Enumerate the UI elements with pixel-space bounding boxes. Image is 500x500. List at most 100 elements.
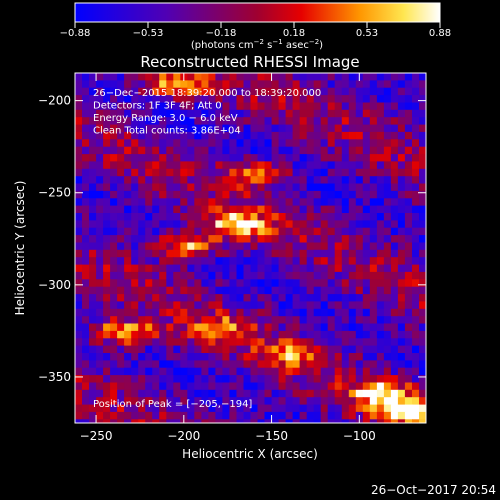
heatmap-cell <box>299 205 308 214</box>
heatmap-cell <box>145 411 153 420</box>
heatmap-cell <box>271 102 280 111</box>
heatmap-cell <box>96 367 104 376</box>
heatmap-cell <box>355 227 364 236</box>
heatmap-cell <box>362 176 371 185</box>
heatmap-cell <box>222 382 230 391</box>
heatmap-cell <box>222 375 230 384</box>
heatmap-cell <box>187 124 195 133</box>
heatmap-cell <box>159 404 167 413</box>
heatmap-cell <box>369 109 378 118</box>
heatmap-cell <box>229 316 237 325</box>
heatmap-cell <box>404 411 413 420</box>
heatmap-cell <box>152 235 160 244</box>
heatmap-cell <box>404 183 413 192</box>
heatmap-cell <box>278 316 287 325</box>
heatmap-cell <box>138 360 146 369</box>
x-tick-label: −250 <box>80 429 113 443</box>
heatmap-cell <box>236 220 245 229</box>
heatmap-cell <box>334 95 343 104</box>
heatmap-cell <box>257 161 266 170</box>
heatmap-cell <box>131 102 139 111</box>
heatmap-cell <box>313 308 322 317</box>
heatmap-cell <box>236 87 245 96</box>
heatmap-cell <box>201 139 209 148</box>
heatmap-cell <box>166 301 174 310</box>
heatmap-cell <box>355 375 364 384</box>
heatmap-cell <box>152 353 160 361</box>
heatmap-cell <box>89 353 97 361</box>
heatmap-cell <box>152 279 160 288</box>
heatmap-cell <box>243 190 252 199</box>
heatmap-cell <box>412 190 420 199</box>
heatmap-cell <box>404 131 413 140</box>
heatmap-cell <box>75 367 83 376</box>
heatmap-cell <box>152 257 160 266</box>
heatmap-cell <box>208 183 216 192</box>
heatmap-cell <box>194 249 202 258</box>
heatmap-cell <box>187 286 195 295</box>
heatmap-cell <box>222 80 230 89</box>
heatmap-cell <box>341 404 350 413</box>
heatmap-cell <box>271 367 280 376</box>
heatmap-cell <box>201 397 209 406</box>
heatmap-cell <box>103 139 111 148</box>
heatmap-cell <box>362 375 371 384</box>
heatmap-cell <box>159 330 167 339</box>
heatmap-cell <box>271 139 280 148</box>
heatmap-cell <box>75 168 83 177</box>
heatmap-cell <box>271 80 280 89</box>
heatmap-cell <box>138 176 146 185</box>
heatmap-cell <box>250 308 259 317</box>
heatmap-cell <box>404 345 413 354</box>
heatmap-cell <box>145 183 153 192</box>
heatmap-cell <box>334 397 343 406</box>
heatmap-cell <box>75 95 83 104</box>
heatmap-cell <box>110 353 118 361</box>
heatmap-cell <box>313 168 322 177</box>
heatmap-cell <box>334 286 343 295</box>
heatmap-cell <box>271 301 280 310</box>
heatmap-cell <box>257 95 266 104</box>
heatmap-cell <box>173 411 181 420</box>
heatmap-cell <box>292 87 301 96</box>
heatmap-cell <box>250 382 259 391</box>
heatmap-cell <box>215 404 223 413</box>
heatmap-cell <box>376 117 385 126</box>
heatmap-cell <box>201 227 209 236</box>
heatmap-cell <box>138 382 146 391</box>
heatmap-cell <box>390 316 399 325</box>
heatmap-cell <box>222 330 230 339</box>
heatmap-cell <box>110 360 118 369</box>
heatmap-cell <box>306 227 315 236</box>
heatmap-cell <box>376 411 385 420</box>
heatmap-cell <box>313 404 322 413</box>
heatmap-cell <box>419 271 426 280</box>
heatmap-cell <box>96 176 104 185</box>
heatmap-cell <box>271 257 280 266</box>
heatmap-cell <box>278 323 287 332</box>
heatmap-cell <box>320 80 329 89</box>
heatmap-cell <box>187 389 195 398</box>
heatmap-cell <box>187 117 195 126</box>
heatmap-cell <box>243 198 252 207</box>
heatmap-cell <box>159 397 167 406</box>
heatmap-cell <box>327 330 336 339</box>
heatmap-cell <box>166 117 174 126</box>
heatmap-cell <box>250 257 259 266</box>
heatmap-cell <box>166 389 174 398</box>
heatmap-cell <box>243 397 252 406</box>
heatmap-cell <box>215 198 223 207</box>
heatmap-cell <box>250 375 259 384</box>
heatmap-cell <box>390 109 399 118</box>
heatmap-cell <box>159 257 167 266</box>
heatmap-cell <box>412 227 420 236</box>
heatmap-cell <box>390 213 399 221</box>
heatmap-cell <box>110 176 118 185</box>
heatmap-cell <box>187 294 195 303</box>
heatmap-cell <box>138 95 146 104</box>
peak-position-label: Position of Peak = [−205,−194] <box>93 399 252 410</box>
heatmap-cell <box>131 249 139 258</box>
heatmap-cell <box>376 131 385 140</box>
heatmap-cell <box>285 220 294 229</box>
heatmap-cell <box>419 73 426 81</box>
